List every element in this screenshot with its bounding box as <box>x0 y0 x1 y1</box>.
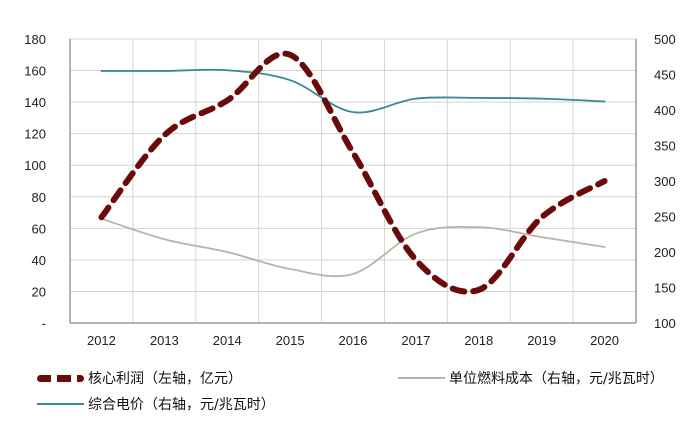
right-axis-tick-label: 100 <box>654 316 676 331</box>
legend-label-core-profit: 核心利润（左轴，亿元） <box>88 371 242 387</box>
legend-gray-line-icon <box>398 377 445 379</box>
x-axis-tick-label: 2017 <box>401 333 430 348</box>
right-axis-tick-label: 300 <box>654 174 676 189</box>
right-axis-tick-label: 400 <box>654 103 676 118</box>
legend-item-core-profit: 核心利润（左轴，亿元） <box>37 368 242 388</box>
power-price-line <box>100 68 606 114</box>
legend-item-fuel-cost: 单位燃料成本（右轴，元/兆瓦时） <box>398 368 664 388</box>
right-axis-tick-label: 500 <box>654 32 676 47</box>
x-axis-tick-label: 2020 <box>590 333 619 348</box>
left-axis-tick-label: 40 <box>32 253 46 268</box>
left-axis-tick-label: 160 <box>24 64 46 79</box>
x-axis-tick-label: 2016 <box>339 333 368 348</box>
right-axis-tick-label: 200 <box>654 245 676 260</box>
left-axis-tick-label: 180 <box>24 32 46 47</box>
left-axis-tick-label: 140 <box>24 95 46 110</box>
x-axis-tick-label: 2013 <box>150 333 179 348</box>
legend-dashed-line-icon <box>37 374 84 382</box>
left-axis-tick-label: 60 <box>32 221 46 236</box>
left-axis-tick-label: 100 <box>24 158 46 173</box>
left-axis-tick-label: 80 <box>32 190 46 205</box>
x-axis-tick-label: 2019 <box>527 333 556 348</box>
x-axis-tick-label: 2014 <box>213 333 242 348</box>
right-axis-tick-label: 350 <box>654 139 676 154</box>
right-axis-tick-label: 150 <box>654 281 676 296</box>
legend-item-power-price: 综合电价（右轴，元/兆瓦时） <box>37 394 275 414</box>
left-axis-tick-label: - <box>42 316 46 331</box>
legend-label-fuel-cost: 单位燃料成本（右轴，元/兆瓦时） <box>449 371 664 387</box>
left-axis-tick-label: 120 <box>24 127 46 142</box>
x-axis-tick-label: 2015 <box>276 333 305 348</box>
legend-teal-line-icon <box>37 403 84 405</box>
legend-label-power-price: 综合电价（右轴，元/兆瓦时） <box>88 397 275 413</box>
right-axis-tick-label: 250 <box>654 210 676 225</box>
right-axis-tick-label: 450 <box>654 68 676 83</box>
fuel-cost-line <box>100 217 606 278</box>
x-axis-tick-label: 2012 <box>87 333 116 348</box>
core-profit-line <box>98 50 608 295</box>
x-axis-tick-label: 2018 <box>464 333 493 348</box>
left-axis-tick-label: 20 <box>32 284 46 299</box>
